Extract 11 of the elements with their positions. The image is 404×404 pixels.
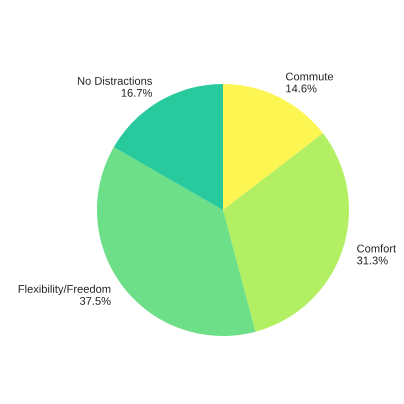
slice-label: Comfort: [357, 244, 396, 252]
slice-label: Commute: [286, 72, 334, 80]
slice-label: No Distractions: [78, 76, 152, 85]
pie-slice: [223, 84, 323, 210]
data-label: 14.6%: [286, 84, 317, 92]
slice-label: Flexibility/Freedom: [18, 284, 110, 296]
pie-slice: [114, 84, 223, 210]
pie-slice: [223, 133, 349, 332]
data-label: 16.7%: [122, 88, 152, 97]
data-label: 31.3%: [357, 256, 388, 264]
data-label: 37.5%: [80, 296, 111, 305]
